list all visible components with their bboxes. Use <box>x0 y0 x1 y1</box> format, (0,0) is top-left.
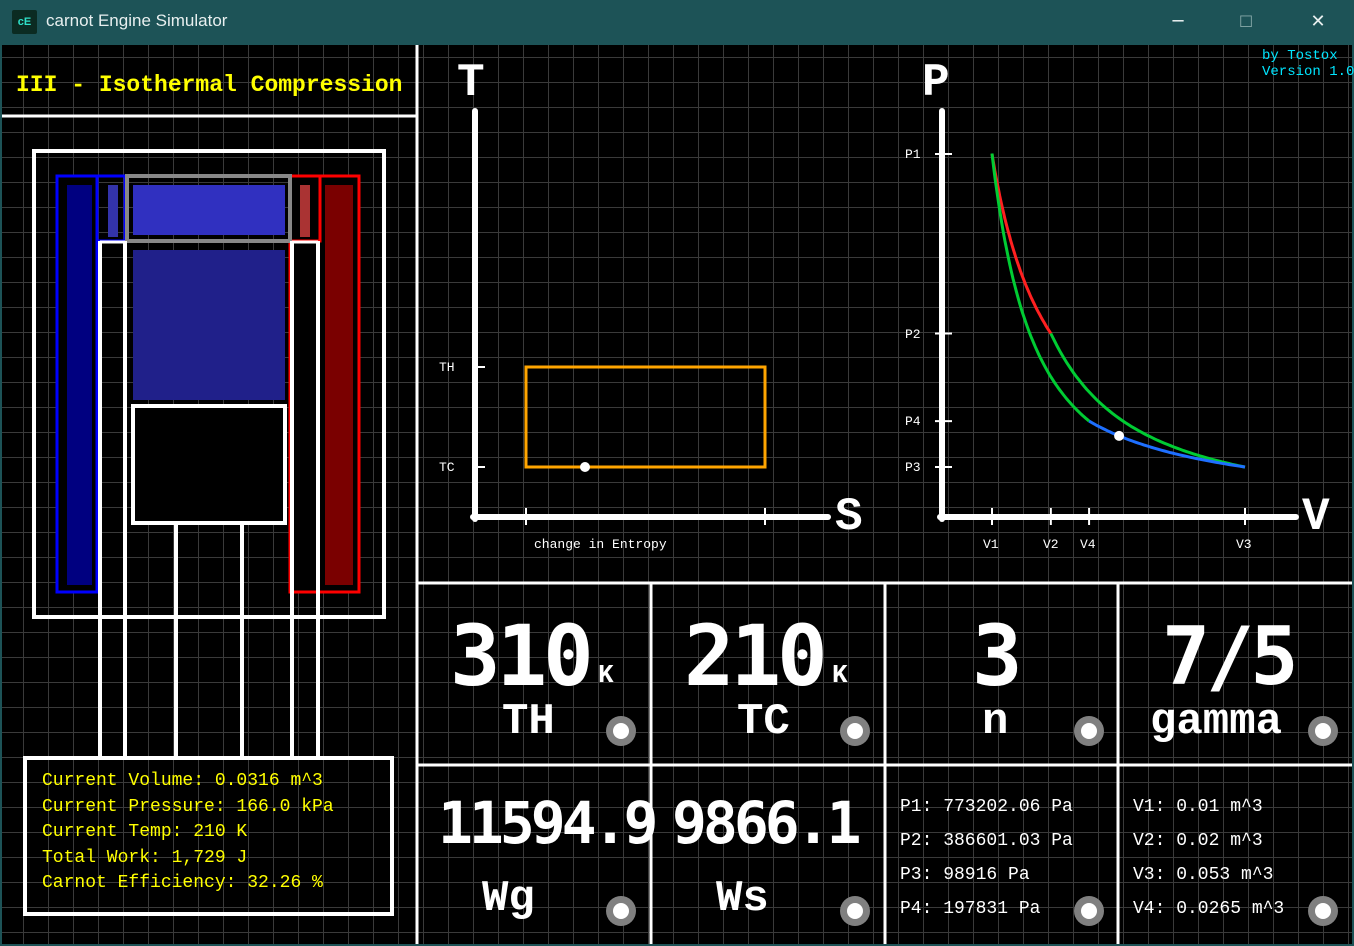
close-button[interactable]: ✕ <box>1310 11 1326 32</box>
adiabatic-compression-curve <box>990 153 1091 423</box>
ts-current-point <box>580 462 590 472</box>
p1-value: P1: 773202.06 Pa <box>900 797 1073 817</box>
window-title: carnot Engine Simulator <box>46 11 228 30</box>
gamma-value: 7/5 <box>1162 610 1298 703</box>
tick-v2: V2 <box>1043 537 1059 552</box>
v4-value: V4: 0.0265 m^3 <box>1133 899 1285 919</box>
p2-value: P2: 386601.03 Pa <box>900 831 1073 851</box>
credits-author: by Tostox <box>1262 48 1338 64</box>
knob-center[interactable] <box>847 903 863 919</box>
tc-unit: K <box>832 660 848 690</box>
ws-value: 9866.1 <box>672 789 862 857</box>
phase-title: III - Isothermal Compression <box>16 72 403 98</box>
knob-center[interactable] <box>1081 723 1097 739</box>
engine-housing <box>32 149 386 619</box>
wg-value: 11594.9 <box>438 789 658 857</box>
adiabatic-expansion-curve <box>1049 332 1246 469</box>
tick-th: TH <box>439 360 455 375</box>
tick-tc: TC <box>439 460 455 475</box>
info-box <box>23 756 394 916</box>
current-pressure: Current Pressure: 166.0 kPa <box>42 796 334 817</box>
graphics-layer <box>2 45 1352 944</box>
gas-top <box>133 185 285 235</box>
knob-center[interactable] <box>1315 723 1331 739</box>
app-icon: cE <box>12 10 37 34</box>
v3-value: V3: 0.053 m^3 <box>1133 865 1274 885</box>
v1-value: V1: 0.01 m^3 <box>1133 797 1263 817</box>
entropy-label: change in Entropy <box>534 537 667 552</box>
tick-v3: V3 <box>1236 537 1252 552</box>
s-axis-label: S <box>835 491 863 543</box>
cylinder-head <box>125 174 292 243</box>
tick-p3: P3 <box>905 460 921 475</box>
p3-value: P3: 98916 Pa <box>900 865 1030 885</box>
ts-cycle-rect <box>524 365 767 469</box>
current-temp: Current Temp: 210 K <box>42 822 248 842</box>
engine-diagram <box>23 149 394 916</box>
tick-p2: P2 <box>905 327 921 342</box>
t-axis-label: T <box>457 57 485 109</box>
knob-center[interactable] <box>1315 903 1331 919</box>
v2-value: V2: 0.02 m^3 <box>1133 831 1263 851</box>
pv-chart <box>935 108 1299 525</box>
gas-chamber <box>133 250 285 400</box>
pv-current-point <box>1114 430 1125 441</box>
panel-dividers <box>2 45 1352 944</box>
tick-p1: P1 <box>905 147 921 162</box>
tick-v4: V4 <box>1080 537 1096 552</box>
tc-value: 210 <box>684 607 828 705</box>
hot-isotherm-curve <box>990 153 1053 335</box>
tick-v1: V1 <box>983 537 999 552</box>
simulator-canvas: III - Isothermal Compression by Tostox V… <box>2 45 1354 944</box>
th-unit: K <box>598 660 614 690</box>
p4-value: P4: 197831 Pa <box>900 899 1041 919</box>
maximize-button[interactable]: ☐ <box>1238 12 1254 31</box>
ws-label: Ws <box>716 874 769 924</box>
title-bar: cE carnot Engine Simulator ─ ☐ ✕ <box>0 0 1354 44</box>
knob-center[interactable] <box>613 723 629 739</box>
tc-label: TC <box>737 697 790 747</box>
th-value: 310 <box>450 607 594 705</box>
piston <box>131 404 287 525</box>
knob-center[interactable] <box>1081 903 1097 919</box>
v-axis-label: V <box>1302 491 1330 543</box>
n-value: 3 <box>972 607 1023 705</box>
gamma-label: gamma <box>1150 697 1283 747</box>
ts-chart <box>470 108 831 525</box>
knob-center[interactable] <box>847 723 863 739</box>
current-volume: Current Volume: 0.0316 m^3 <box>42 771 323 791</box>
hot-reservoir-fill <box>325 185 353 585</box>
th-label: TH <box>502 697 555 747</box>
total-work: Total Work: 1,729 J <box>42 847 248 868</box>
n-label: n <box>982 697 1009 747</box>
minimize-button[interactable]: ─ <box>1172 11 1184 32</box>
carnot-efficiency: Carnot Efficiency: 32.26 % <box>42 873 323 893</box>
knob-center[interactable] <box>613 903 629 919</box>
p-axis-label: P <box>922 57 950 109</box>
credits-version: Version 1.0 <box>1262 64 1354 80</box>
info-panel: Current Volume: 0.0316 m^3 Current Press… <box>42 769 334 897</box>
tick-p4: P4 <box>905 414 921 429</box>
cold-reservoir-fill <box>67 185 92 585</box>
wg-label: Wg <box>482 874 535 924</box>
